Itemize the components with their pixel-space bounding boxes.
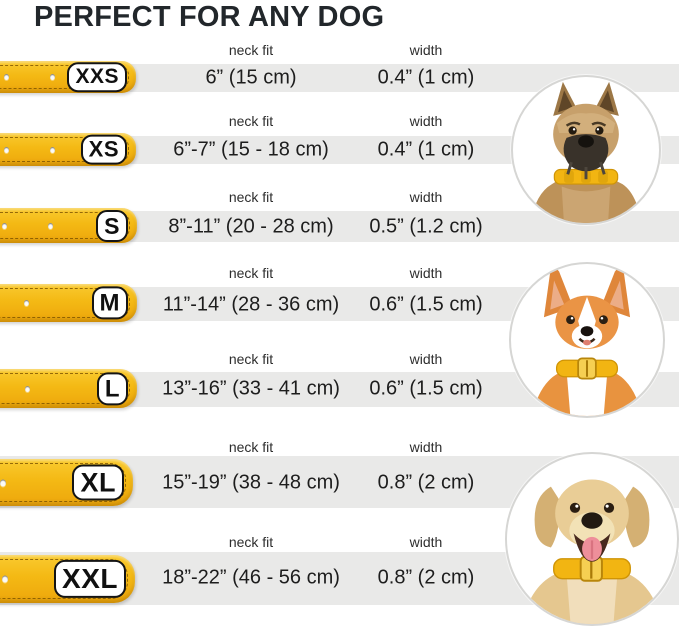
width-value: 0.8” (2 cm): [377, 566, 475, 589]
column-header-width: width: [409, 189, 443, 205]
width-value: 0.6” (1.5 cm): [369, 293, 483, 316]
collar-hole: [4, 74, 9, 80]
column-header-neck-fit: neck fit: [228, 439, 274, 455]
neck-fit-value: 8”-11” (20 - 28 cm): [168, 215, 334, 238]
column-header-width: width: [409, 439, 443, 455]
size-badge: XS: [80, 134, 127, 165]
dog-photo-terrier: [511, 75, 661, 225]
neck-fit-value: 15”-19” (38 - 48 cm): [162, 471, 340, 494]
width-value: 0.4” (1 cm): [377, 66, 475, 89]
collar-hole: [2, 222, 7, 229]
collar-hole: [0, 479, 6, 486]
terrier-illustration: [530, 81, 642, 223]
neck-fit-value: 6”-7” (15 - 18 cm): [173, 138, 329, 161]
width-value: 0.4” (1 cm): [377, 138, 475, 161]
dog-photo-labrador: [505, 452, 679, 626]
column-header-width: width: [409, 351, 443, 367]
width-value: 0.6” (1.5 cm): [369, 377, 483, 400]
size-badge: L: [96, 371, 128, 406]
page-title: PERFECT FOR ANY DOG: [34, 1, 385, 33]
column-header-neck-fit: neck fit: [228, 113, 274, 129]
collar-hole: [4, 146, 9, 153]
collar-strap-l: L: [0, 369, 137, 408]
neck-fit-value: 13”-16” (33 - 41 cm): [162, 377, 340, 400]
size-badge: M: [91, 286, 128, 320]
column-header-neck-fit: neck fit: [228, 534, 274, 550]
column-header-neck-fit: neck fit: [228, 351, 274, 367]
collar-strap-xxs: XXS: [0, 61, 136, 93]
column-header-width: width: [409, 534, 443, 550]
corgi-illustration: [531, 268, 643, 416]
width-value: 0.8” (2 cm): [377, 471, 475, 494]
column-header-width: width: [409, 42, 443, 58]
column-header-width: width: [409, 265, 443, 281]
collar-hole: [24, 300, 29, 306]
neck-fit-value: 18”-22” (46 - 56 cm): [162, 566, 340, 589]
collar-strap-xl: XL: [0, 459, 133, 506]
width-value: 0.5” (1.2 cm): [369, 215, 483, 238]
size-badge: XL: [72, 464, 124, 501]
neck-fit-value: 11”-14” (28 - 36 cm): [162, 293, 340, 316]
collar-strap-m: M: [0, 284, 137, 322]
size-badge: XXL: [54, 559, 126, 599]
column-header-neck-fit: neck fit: [228, 42, 274, 58]
dog-photo-corgi: [509, 262, 665, 418]
collar-hole: [50, 74, 55, 80]
size-badge: XXS: [67, 62, 127, 92]
collar-hole: [48, 222, 53, 229]
size-badge: S: [96, 209, 128, 242]
collar-strap-xs: XS: [0, 133, 136, 166]
collar-strap-xxl: XXL: [0, 555, 135, 603]
labrador-illustration: [521, 479, 663, 624]
collar-hole: [50, 146, 55, 153]
neck-fit-value: 6” (15 cm): [205, 66, 297, 89]
column-header-width: width: [409, 113, 443, 129]
collar-hole: [2, 575, 8, 583]
collar-hole: [25, 385, 30, 392]
column-header-neck-fit: neck fit: [228, 189, 274, 205]
collar-strap-s: S: [0, 208, 137, 243]
column-header-neck-fit: neck fit: [228, 265, 274, 281]
